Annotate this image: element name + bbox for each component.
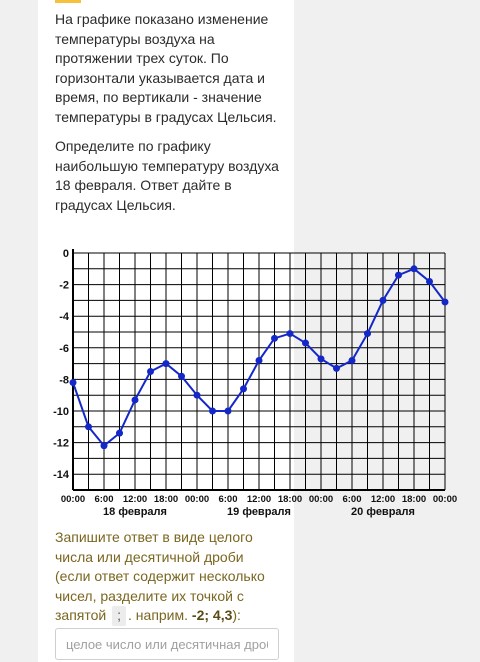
data-point bbox=[379, 296, 387, 304]
x-tick-label: 12:00 bbox=[123, 494, 147, 505]
data-point bbox=[395, 271, 402, 279]
instruction-main: Запишите ответ в виде целого числа или д… bbox=[55, 529, 265, 623]
accent-bar bbox=[55, 0, 81, 3]
data-point bbox=[255, 356, 263, 364]
data-point bbox=[286, 330, 294, 338]
data-point bbox=[162, 360, 170, 368]
data-point bbox=[147, 368, 154, 375]
data-point bbox=[441, 298, 449, 306]
y-tick-label: -14 bbox=[53, 469, 70, 481]
answer-instruction: Запишите ответ в виде целого числа или д… bbox=[55, 528, 280, 626]
data-point bbox=[131, 396, 139, 404]
x-tick-label: 18:00 bbox=[154, 494, 178, 505]
y-tick-label: -2 bbox=[59, 280, 69, 292]
data-point bbox=[85, 423, 92, 431]
separator-chip: ; bbox=[112, 606, 127, 626]
y-tick-label: -8 bbox=[59, 374, 69, 386]
data-point bbox=[240, 385, 247, 393]
data-point bbox=[302, 339, 309, 347]
date-label: 19 февраля bbox=[227, 506, 291, 518]
instruction-tail: . наприм. bbox=[128, 607, 189, 623]
x-tick-label: 6:00 bbox=[218, 494, 237, 505]
data-point bbox=[364, 330, 371, 338]
data-point bbox=[410, 265, 418, 273]
x-tick-label: 00:00 bbox=[309, 494, 333, 505]
x-tick-label: 6:00 bbox=[342, 494, 361, 505]
data-point bbox=[116, 429, 123, 437]
data-point bbox=[193, 391, 201, 399]
data-point bbox=[348, 356, 356, 364]
data-point bbox=[69, 379, 77, 387]
answer-input[interactable] bbox=[55, 628, 279, 660]
x-tick-label: 6:00 bbox=[94, 494, 113, 505]
y-tick-label: 0 bbox=[63, 248, 69, 260]
data-point bbox=[209, 407, 216, 415]
data-point bbox=[271, 334, 278, 342]
instruction-end: ): bbox=[232, 607, 241, 623]
date-label: 18 февраля bbox=[103, 506, 167, 518]
answer-example: -2; 4,3 bbox=[191, 607, 233, 623]
y-tick-label: -12 bbox=[53, 438, 69, 450]
y-tick-label: -10 bbox=[53, 406, 69, 418]
task-description: На графике показано изменение температур… bbox=[55, 11, 277, 125]
data-point bbox=[333, 364, 340, 372]
x-tick-label: 00:00 bbox=[185, 494, 209, 505]
x-tick-label: 00:00 bbox=[61, 494, 85, 505]
data-point bbox=[224, 407, 232, 415]
data-point bbox=[426, 277, 433, 285]
data-point bbox=[100, 442, 108, 450]
date-label: 20 февраля bbox=[351, 506, 415, 518]
data-point bbox=[317, 355, 325, 363]
y-tick-label: -4 bbox=[59, 311, 70, 323]
x-tick-label: 12:00 bbox=[371, 494, 395, 505]
y-tick-label: -6 bbox=[59, 343, 69, 355]
x-tick-label: 18:00 bbox=[278, 494, 302, 505]
x-tick-label: 12:00 bbox=[247, 494, 271, 505]
x-tick-label: 00:00 bbox=[433, 494, 457, 505]
data-point bbox=[178, 372, 185, 380]
x-tick-label: 18:00 bbox=[402, 494, 426, 505]
task-question: Определите по графику наибольшую темпера… bbox=[55, 138, 279, 213]
